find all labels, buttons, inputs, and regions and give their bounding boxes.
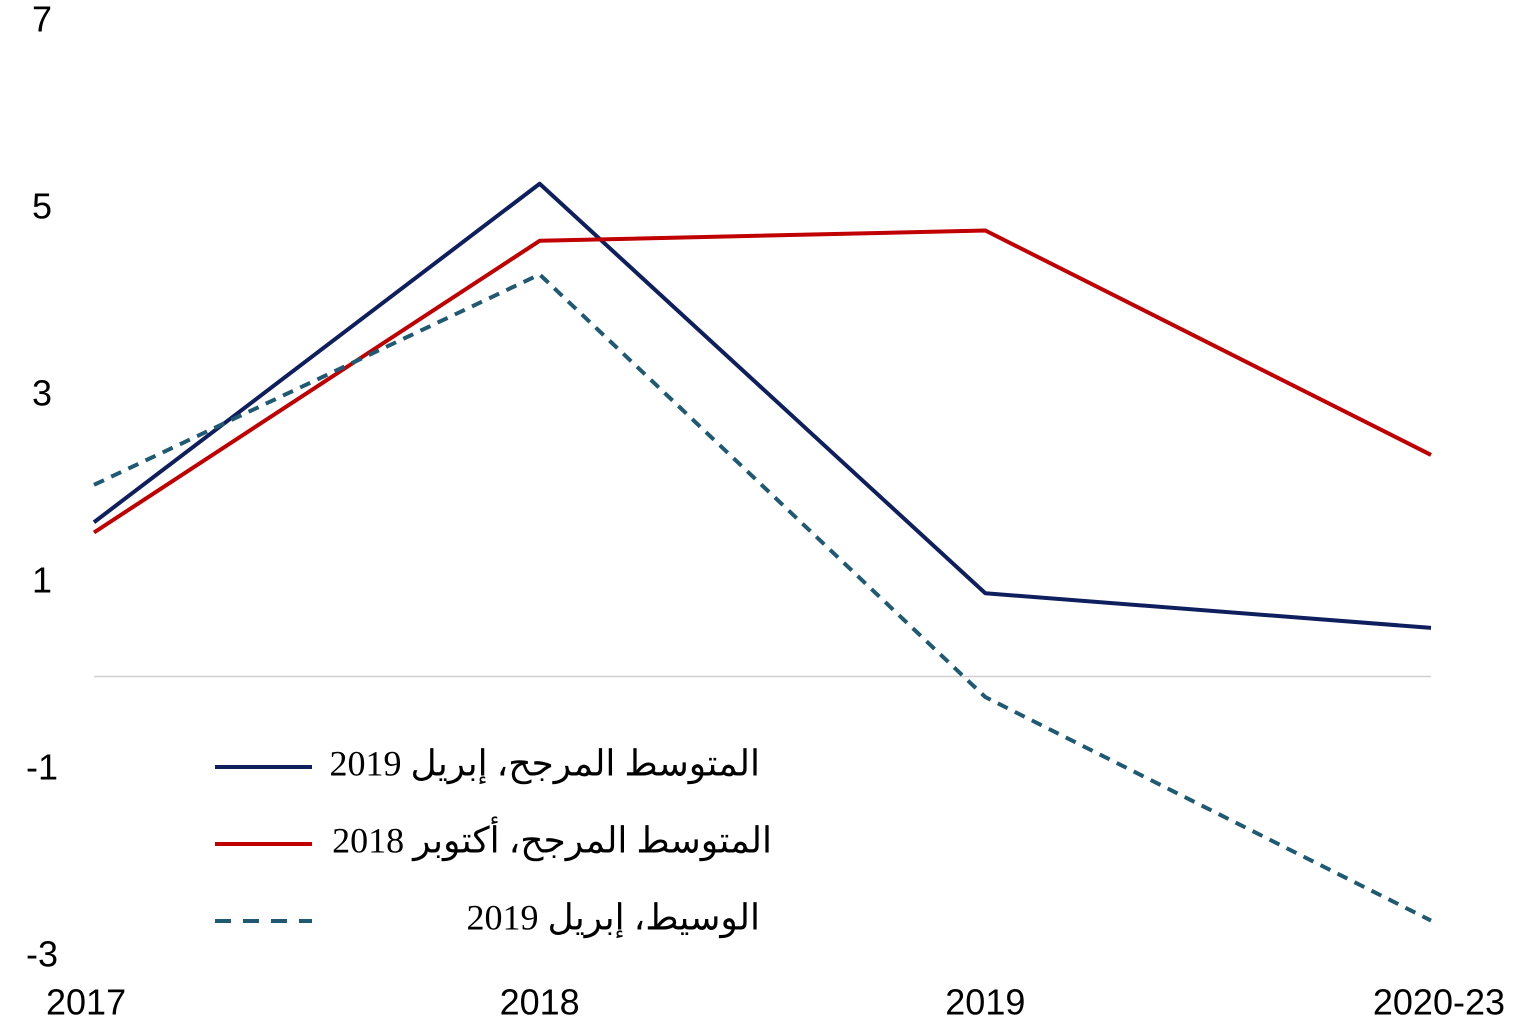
series-line bbox=[93, 272, 1432, 923]
legend-label: الوسيط، إبريل 2019 bbox=[466, 897, 760, 938]
legend-label: المتوسط المرجح، إبريل 2019 bbox=[329, 743, 760, 784]
legend-label: المتوسط المرجح، أكتوبر 2018 bbox=[332, 815, 772, 861]
series-line bbox=[92, 181, 1432, 630]
x-tick-label: 2020-23 bbox=[1373, 982, 1505, 1023]
y-tick-label: -3 bbox=[26, 934, 58, 975]
y-tick-label: 1 bbox=[32, 560, 52, 601]
y-tick-label: 5 bbox=[32, 186, 52, 227]
x-tick-label: 2018 bbox=[500, 982, 580, 1023]
y-tick-label: 3 bbox=[32, 373, 52, 414]
y-tick-label: 7 bbox=[32, 0, 52, 40]
x-tick-label: 2017 bbox=[46, 982, 126, 1023]
x-tick-label: 2019 bbox=[945, 982, 1025, 1023]
y-tick-label: -1 bbox=[26, 747, 58, 788]
series-line bbox=[92, 228, 1432, 535]
